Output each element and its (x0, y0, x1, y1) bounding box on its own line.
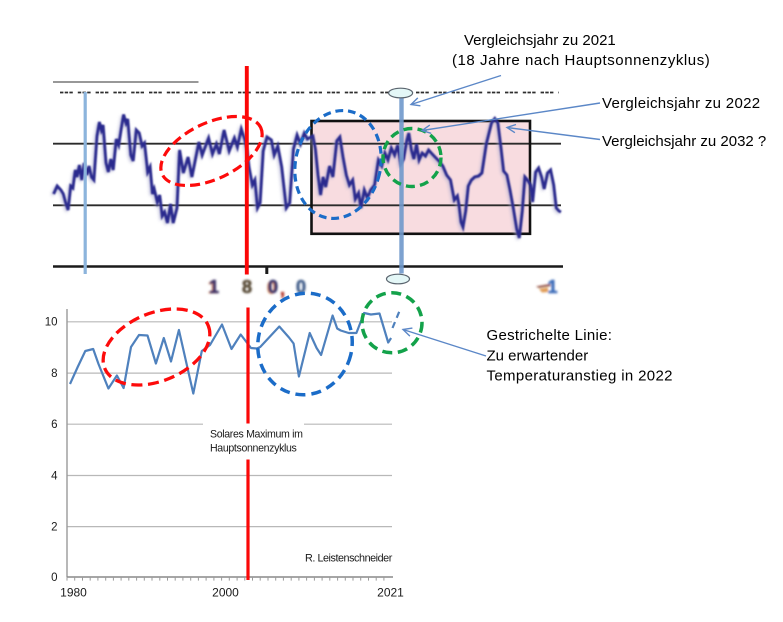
svg-text:Solares Maximum im: Solares Maximum im (210, 429, 303, 441)
svg-text:R. Leistenschneider: R. Leistenschneider (305, 553, 393, 565)
svg-text:Vergleichsjahr zu 2022: Vergleichsjahr zu 2022 (602, 95, 760, 112)
svg-text:Hauptsonnenzyklus: Hauptsonnenzyklus (210, 443, 297, 455)
svg-text:1: 1 (548, 277, 558, 297)
svg-text:0: 0 (296, 277, 306, 297)
svg-text:Zu erwartender: Zu erwartender (487, 348, 589, 365)
svg-text:1980: 1980 (60, 586, 87, 600)
svg-text:0: 0 (267, 278, 277, 298)
svg-text:2021: 2021 (377, 586, 404, 600)
svg-text:1: 1 (209, 277, 219, 297)
svg-text:0: 0 (51, 572, 57, 584)
svg-text:2: 2 (51, 522, 57, 534)
svg-text:,: , (280, 279, 285, 299)
svg-text:4: 4 (51, 471, 58, 483)
svg-text:10: 10 (45, 317, 58, 329)
svg-text:Vergleichsjahr zu 2032 ?: Vergleichsjahr zu 2032 ? (602, 133, 766, 150)
svg-text:(18 Jahre nach Hauptsonnenzykl: (18 Jahre nach Hauptsonnenzyklus) (452, 52, 710, 69)
svg-text:0: 0 (268, 277, 278, 297)
svg-text:1: 1 (208, 278, 218, 298)
svg-text:Gestrichelte Linie:: Gestrichelte Linie: (487, 327, 613, 344)
svg-text:8: 8 (242, 277, 252, 297)
svg-text:Temperaturanstieg in 2022: Temperaturanstieg in 2022 (487, 368, 673, 385)
svg-text:Vergleichsjahr zu 2021: Vergleichsjahr zu 2021 (464, 32, 616, 49)
svg-text:8: 8 (51, 368, 57, 380)
svg-text:6: 6 (51, 419, 57, 431)
svg-text:2000: 2000 (212, 586, 239, 600)
